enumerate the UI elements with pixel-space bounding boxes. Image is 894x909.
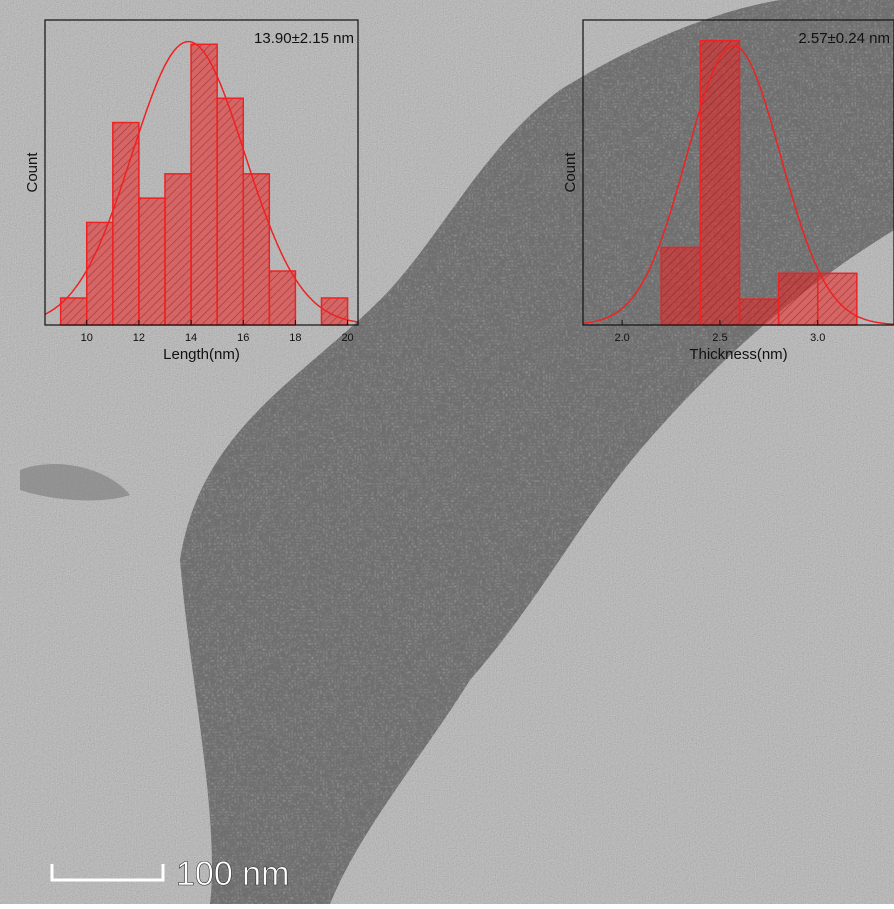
x-tick-label: 14 <box>185 332 197 344</box>
scale-bar-label: 100 nm <box>176 855 289 893</box>
bar <box>216 97 244 326</box>
bar <box>85 221 114 326</box>
fit-label: 2.57±0.24 nm <box>798 30 890 47</box>
bar <box>112 121 140 326</box>
plot-frame <box>582 19 894 326</box>
scale-bar <box>50 864 165 882</box>
x-tick-label: 2.5 <box>712 332 727 344</box>
x-tick-label: 18 <box>289 332 301 344</box>
bar <box>268 270 297 326</box>
bar <box>777 272 819 326</box>
plot-frame <box>44 19 359 326</box>
x-tick-label: 12 <box>133 332 145 344</box>
fit-label: 13.90±2.15 nm <box>254 30 354 47</box>
fit-curve <box>582 45 894 325</box>
fit-curve <box>44 40 359 323</box>
particle-region <box>20 464 130 501</box>
bar <box>190 43 218 326</box>
bar <box>242 173 271 326</box>
bar <box>738 298 780 326</box>
x-axis-label: Length(nm) <box>163 346 240 363</box>
x-axis-label: Thickness(nm) <box>689 346 787 363</box>
x-tick-label: 3.0 <box>810 332 825 344</box>
bar <box>699 39 741 326</box>
bar <box>660 246 702 326</box>
x-tick-label: 16 <box>237 332 249 344</box>
bar <box>59 297 88 326</box>
y-axis-label: Count <box>24 152 41 193</box>
x-tick-label: 20 <box>341 332 353 344</box>
x-tick-label: 10 <box>81 332 93 344</box>
y-axis-label: Count <box>562 152 579 193</box>
bar <box>138 197 166 326</box>
x-tick-label: 2.0 <box>614 332 629 344</box>
insets: 10 12 14 16 18 20 Length(nm) Count 13.90±2.15 nm… <box>24 19 894 363</box>
bar <box>164 173 192 326</box>
bar <box>320 297 349 326</box>
